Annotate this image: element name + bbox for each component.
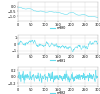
Legend: mBf2: mBf2 xyxy=(50,91,66,94)
Legend: mBf0: mBf0 xyxy=(50,26,66,30)
Legend: mBf1: mBf1 xyxy=(50,59,66,63)
